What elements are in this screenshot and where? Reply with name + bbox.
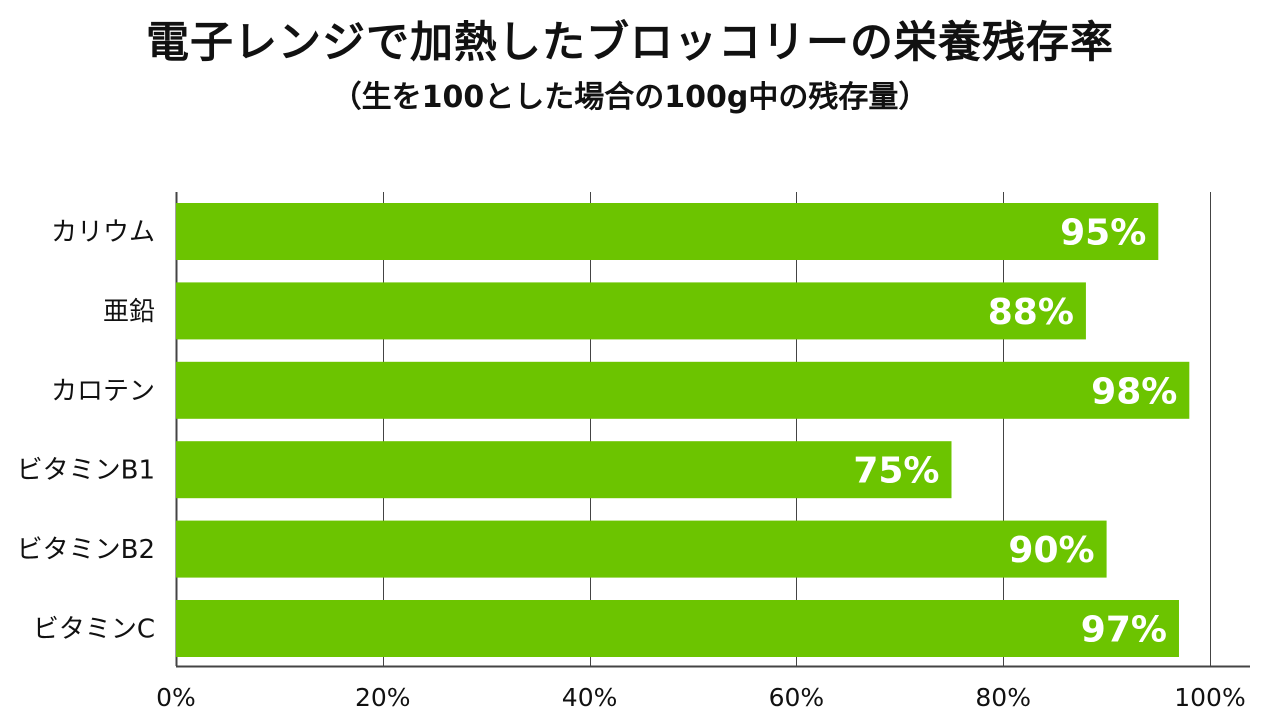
bar-4 [176,441,952,499]
x-tick-label: 20% [355,683,411,712]
bar-2 [176,282,1086,340]
bar-value-label: 98% [1091,371,1177,412]
bar-value-label: 95% [1060,213,1146,254]
category-label: ビタミンC [33,615,155,645]
x-tick-label: 60% [769,683,825,712]
x-tick-label: 0% [156,683,196,712]
chart-subtitle: （生を100とした場合の100g中の残存量） [331,80,929,115]
bar-value-label: 88% [988,292,1074,333]
category-label: ビタミンB2 [17,535,155,565]
bar-1 [176,203,1159,260]
bar-3 [176,361,1190,419]
x-tick-label: 80% [975,683,1031,712]
category-label: カリウム [51,218,155,248]
chart-title: 電子レンジで加熱したブロッコリーの栄養残存率 [146,18,1114,68]
bar-value-label: 97% [1081,610,1167,651]
category-label: カロテン [51,376,155,406]
bar-value-label: 75% [853,451,939,492]
x-tick-label: 100% [1174,683,1245,712]
category-label: ビタミンB1 [17,456,155,486]
category-label: 亜鉛 [103,297,155,327]
bar-value-label: 90% [1008,530,1094,571]
x-tick-label: 40% [562,683,618,712]
bar-5 [176,520,1107,578]
bar-6 [176,600,1179,657]
